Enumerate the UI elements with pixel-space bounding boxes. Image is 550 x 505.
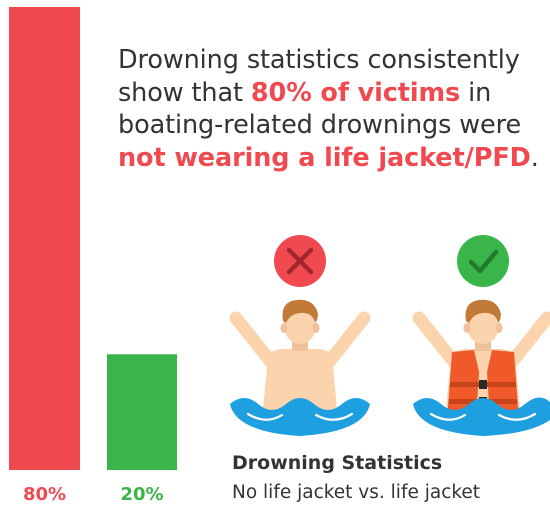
caption-title: Drowning Statistics — [232, 452, 443, 474]
caption-subtitle: No life jacket vs. life jacket — [232, 482, 481, 503]
swimmer-life-jacket-icon — [412, 299, 550, 436]
bar-value-label: 80% — [23, 484, 66, 505]
green-check-icon — [457, 235, 509, 287]
headline-part-3: . — [530, 142, 539, 173]
bar-group — [9, 7, 177, 470]
headline-highlight-no-jacket: not wearing a life jacket/PFD — [118, 142, 531, 173]
bar-label-group: 80% 20% — [23, 484, 164, 505]
headline-part-2: in boating-related drownings were — [118, 77, 522, 141]
bar-life-jacket — [107, 354, 177, 470]
swimmer-no-jacket-icon — [229, 299, 371, 436]
bar-value-label: 20% — [120, 484, 163, 505]
headline: Drowning statistics consistently show th… — [118, 44, 548, 174]
headline-part-1: Drowning statistics consistently show th… — [118, 45, 520, 108]
bar-no-life-jacket — [9, 7, 80, 470]
headline-highlight-victims: 80% of victims — [250, 77, 461, 108]
red-cross-icon — [274, 235, 326, 287]
